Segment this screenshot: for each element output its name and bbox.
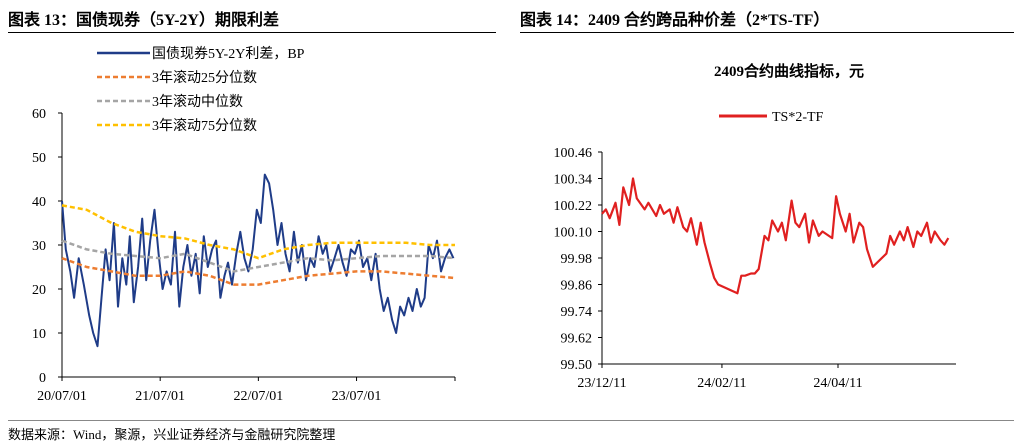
x-tick-label: 23/07/01	[332, 389, 382, 404]
y-tick-label: 50	[32, 151, 46, 166]
series-line-1	[61, 257, 456, 286]
figure13-title: 图表 13：国债现券（5Y-2Y）期限利差	[8, 12, 279, 29]
legend-label-0: 国债现券5Y-2Y利差，BP	[152, 46, 305, 62]
figure14-title: 图表 14：2409 合约跨品种价差（2*TS-TF）	[520, 12, 830, 29]
y-tick-label: 100.10	[554, 226, 593, 241]
x-tick-label: 24/04/11	[813, 376, 862, 391]
legend-label-3: 3年滚动75分位数	[152, 117, 257, 134]
y-tick-label: 10	[32, 327, 46, 342]
y-tick-label: 100.46	[554, 146, 593, 161]
x-tick-label: 23/12/11	[577, 376, 626, 391]
y-tick-label: 60	[32, 107, 46, 122]
x-tick-label: 20/07/01	[37, 389, 87, 404]
chart-14-panel: 2409合约曲线指标，元 TS*2-TF 99.50 99.62 99.74 99.86 9…	[512, 36, 1018, 414]
source-rule	[8, 420, 1014, 421]
y-tick-label: 30	[32, 239, 46, 254]
chart-14-svg: 2409合约曲线指标，元 TS*2-TF 99.50 99.62 99.74 99.86 9…	[554, 62, 956, 391]
chart-13-svg: 国债现券5Y-2Y利差，BP 3年滚动25分位数 3年滚动中位数 3年滚动75分位数 0…	[32, 46, 456, 404]
y-tick-label: 99.86	[561, 279, 593, 294]
figure13-title-rule	[8, 32, 496, 33]
source-note: 数据来源：Wind，聚源，兴业证券经济与金融研究院整理	[8, 427, 336, 442]
y-tick-label: 40	[32, 195, 46, 210]
series-line-2	[61, 239, 456, 273]
series-line-ts	[601, 177, 950, 295]
figure14-title-rule	[520, 32, 1014, 33]
chart-14-title: 2409合约曲线指标，元	[714, 62, 864, 80]
y-tick-label: 100.34	[554, 173, 593, 188]
y-tick-label: 20	[32, 283, 46, 298]
series-line-0	[61, 173, 455, 348]
legend-label-1: 3年滚动25分位数	[152, 69, 257, 86]
x-tick-label: 21/07/01	[135, 389, 185, 404]
y-tick-label: 99.74	[561, 305, 593, 320]
y-tick-label: 0	[39, 371, 46, 386]
legend-label-2: 3年滚动中位数	[152, 93, 243, 110]
x-tick-label: 24/02/11	[697, 376, 746, 391]
series-line-3	[61, 204, 455, 260]
x-tick-label: 22/07/01	[233, 389, 283, 404]
y-tick-label: 99.98	[561, 252, 593, 267]
legend-label-ts: TS*2-TF	[772, 110, 824, 125]
y-tick-label: 99.50	[561, 358, 593, 373]
chart-13-panel: 国债现券5Y-2Y利差，BP 3年滚动25分位数 3年滚动中位数 3年滚动75分位数 0…	[0, 36, 510, 414]
y-tick-label: 100.22	[554, 199, 593, 214]
y-tick-label: 99.62	[561, 332, 593, 347]
